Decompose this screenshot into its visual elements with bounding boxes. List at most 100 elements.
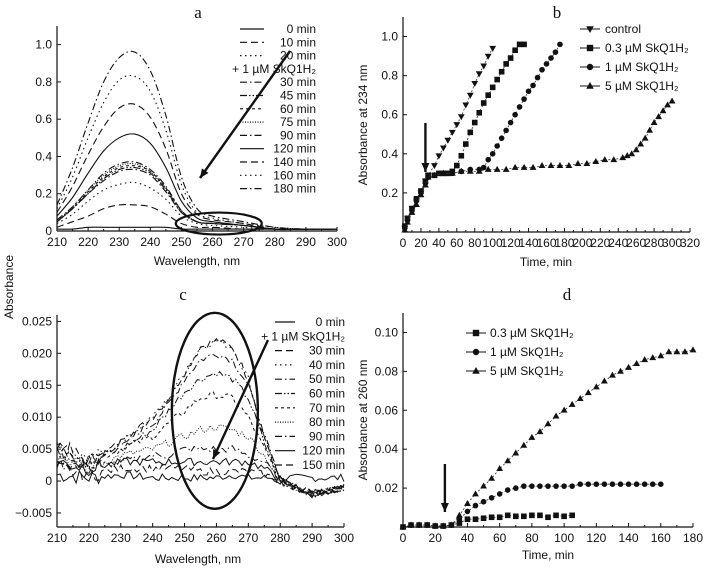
- x-tick-label: 210: [47, 235, 67, 249]
- marker-circle: [625, 481, 632, 488]
- marker-square: [476, 109, 483, 116]
- marker-circle: [498, 135, 505, 141]
- marker-circle: [557, 41, 563, 48]
- arrow-annotation: [199, 50, 291, 179]
- y-tick-label: 0.2: [35, 187, 52, 201]
- marker-circle: [456, 516, 463, 523]
- marker-triangle-down: [457, 114, 465, 121]
- marker-circle: [593, 481, 600, 488]
- legend-entry: 0.3 µM SkQ1H₂: [466, 326, 574, 340]
- series-0-3-m-skq1h-: [401, 41, 527, 229]
- x-tick-label: 120: [586, 531, 606, 545]
- legend-label: 0 min: [287, 22, 316, 36]
- legend-label: 80 min: [309, 415, 345, 429]
- series-45-min: [56, 166, 337, 230]
- marker-triangle-up: [423, 521, 431, 528]
- marker-circle: [601, 481, 608, 488]
- marker-triangle-down: [489, 45, 497, 52]
- marker-triangle-up: [565, 161, 573, 168]
- marker-triangle-up: [583, 159, 591, 166]
- x-tick-label: 300: [662, 236, 682, 250]
- legend-label: 5 µM SkQ1H₂: [490, 364, 564, 378]
- series-60-min: [56, 370, 345, 499]
- marker-circle: [537, 483, 543, 489]
- marker-triangle-up: [601, 156, 609, 163]
- x-axis-label: Wavelength, nm: [154, 254, 240, 268]
- x-tick-label: 0: [400, 531, 407, 545]
- marker-triangle-up: [520, 441, 528, 448]
- x-tick-label: 320: [680, 236, 700, 250]
- series-line: [56, 445, 345, 498]
- series-20-min: [56, 181, 337, 230]
- marker-square: [472, 516, 479, 523]
- marker-circle: [585, 481, 592, 488]
- x-tick-label: 140: [619, 531, 639, 545]
- marker-triangle-up: [641, 356, 649, 363]
- legend-entry: 90 min: [240, 128, 316, 142]
- marker-circle: [530, 82, 536, 89]
- marker-circle: [472, 348, 480, 356]
- legend-label: 1 µM SkQ1H₂: [490, 345, 564, 359]
- ellipse-annotation: [170, 311, 260, 510]
- marker-triangle-down: [444, 137, 452, 144]
- marker-triangle-down: [466, 92, 474, 99]
- marker-triangle-down: [475, 71, 483, 78]
- x-tick-label: 270: [238, 531, 258, 545]
- x-tick-label: 180: [683, 531, 703, 545]
- marker-triangle-up: [681, 348, 689, 355]
- panel-letter: a: [194, 3, 202, 22]
- marker-triangle-up: [512, 449, 520, 456]
- marker-triangle-down: [471, 81, 479, 88]
- marker-triangle-down: [586, 26, 594, 33]
- marker-square: [586, 44, 594, 52]
- series-1-m-skq1h-: [400, 481, 664, 530]
- marker-circle: [609, 481, 616, 488]
- legend-entry: 120 min: [240, 142, 316, 156]
- marker-triangle-up: [422, 181, 429, 188]
- marker-triangle-up: [592, 383, 600, 390]
- legend-entry: 0 min: [240, 22, 316, 36]
- marker-square: [472, 329, 480, 337]
- x-tick-label: 160: [651, 531, 671, 545]
- series-5-m-skq1h-: [399, 346, 697, 530]
- y-tick-label: 0.8: [381, 69, 398, 83]
- marker-circle: [503, 127, 509, 134]
- marker-circle: [472, 502, 479, 509]
- marker-triangle-up: [408, 208, 416, 215]
- series-150-min: [56, 461, 345, 497]
- series-120-min: [56, 133, 337, 230]
- y-axis-label: Absorbance at 234 nm: [356, 65, 370, 186]
- x-tick-label: 240: [140, 235, 160, 249]
- legend-entry: control: [580, 22, 641, 36]
- x-axis-label: Wavelength, nm: [155, 552, 241, 566]
- marker-circle: [516, 104, 523, 110]
- series-120-min: [56, 457, 345, 497]
- marker-triangle-up: [448, 169, 456, 176]
- marker-square: [553, 512, 559, 519]
- x-tick-label: 260: [206, 531, 226, 545]
- legend-entry: 1 µM SkQ1H₂: [466, 345, 564, 359]
- shared-y-axis-label: Absorbance: [2, 255, 16, 319]
- x-tick-label: 220: [79, 531, 99, 545]
- marker-triangle-up: [430, 171, 438, 178]
- marker-triangle-up: [619, 154, 627, 161]
- marker-triangle-up: [472, 367, 480, 374]
- series-0-min: [56, 469, 345, 485]
- x-tick-label: 280: [270, 531, 290, 545]
- legend-entry: 80 min: [275, 415, 345, 429]
- marker-circle: [464, 508, 471, 515]
- marker-triangle-up: [552, 412, 560, 419]
- marker-circle: [413, 197, 420, 204]
- marker-triangle-down: [484, 53, 492, 60]
- marker-square: [545, 514, 551, 521]
- series-control: [401, 45, 497, 232]
- x-tick-label: 290: [296, 235, 316, 249]
- legend-label: 120 min: [273, 142, 316, 156]
- panel-letter: b: [553, 3, 562, 22]
- marker-triangle-up: [655, 113, 663, 120]
- x-tick-label: 210: [47, 531, 67, 545]
- marker-square: [488, 514, 495, 521]
- x-tick-label: 300: [327, 235, 347, 249]
- marker-square: [512, 513, 519, 520]
- legend-entry: 60 min: [275, 387, 345, 401]
